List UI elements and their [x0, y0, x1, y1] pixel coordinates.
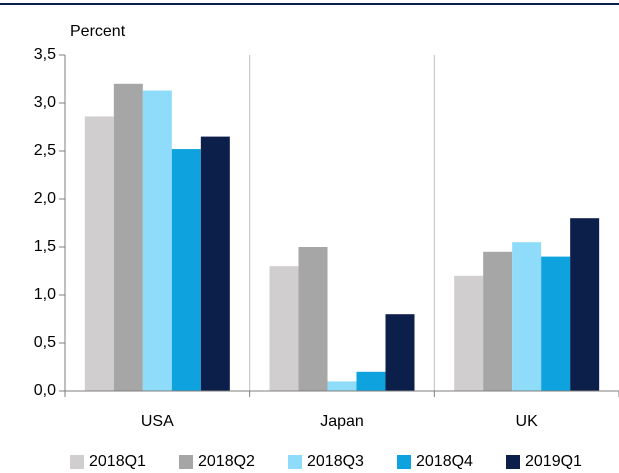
y-tick-label: 3,5 — [34, 46, 56, 63]
legend-swatch — [179, 455, 193, 469]
legend-label: 2018Q2 — [198, 453, 255, 470]
legend-label: 2018Q1 — [89, 453, 146, 470]
bar — [171, 149, 201, 391]
bar — [385, 314, 415, 391]
y-tick-label: 1,0 — [34, 286, 56, 303]
legend-label: 2019Q1 — [525, 453, 582, 470]
legend-swatch — [288, 455, 302, 469]
y-axis-label: Percent — [70, 23, 126, 40]
legend-swatch — [70, 455, 84, 469]
bar — [298, 247, 328, 391]
x-tick-label: USA — [141, 413, 174, 430]
legend-label: 2018Q3 — [307, 453, 364, 470]
bar — [113, 83, 143, 392]
y-tick-label: 1,5 — [34, 238, 56, 255]
legend-swatch — [506, 455, 520, 469]
y-tick-label: 2,5 — [34, 142, 56, 159]
x-tick-label: UK — [516, 413, 539, 430]
y-tick-label: 2,0 — [34, 190, 56, 207]
bar — [483, 251, 513, 391]
y-tick-label: 3,0 — [34, 94, 56, 111]
y-tick-label: 0,5 — [34, 334, 56, 351]
bar — [142, 90, 172, 392]
bar — [327, 381, 357, 391]
legend-label: 2018Q4 — [416, 453, 473, 470]
bar — [541, 256, 571, 391]
bar — [512, 242, 542, 391]
bar — [570, 218, 600, 391]
bar — [454, 275, 484, 391]
legend-swatch — [397, 455, 411, 469]
bar — [200, 136, 230, 391]
bar — [356, 371, 386, 391]
x-tick-label: Japan — [320, 413, 364, 430]
bar — [84, 116, 114, 391]
bar — [269, 266, 299, 391]
y-tick-label: 0,0 — [34, 382, 56, 399]
